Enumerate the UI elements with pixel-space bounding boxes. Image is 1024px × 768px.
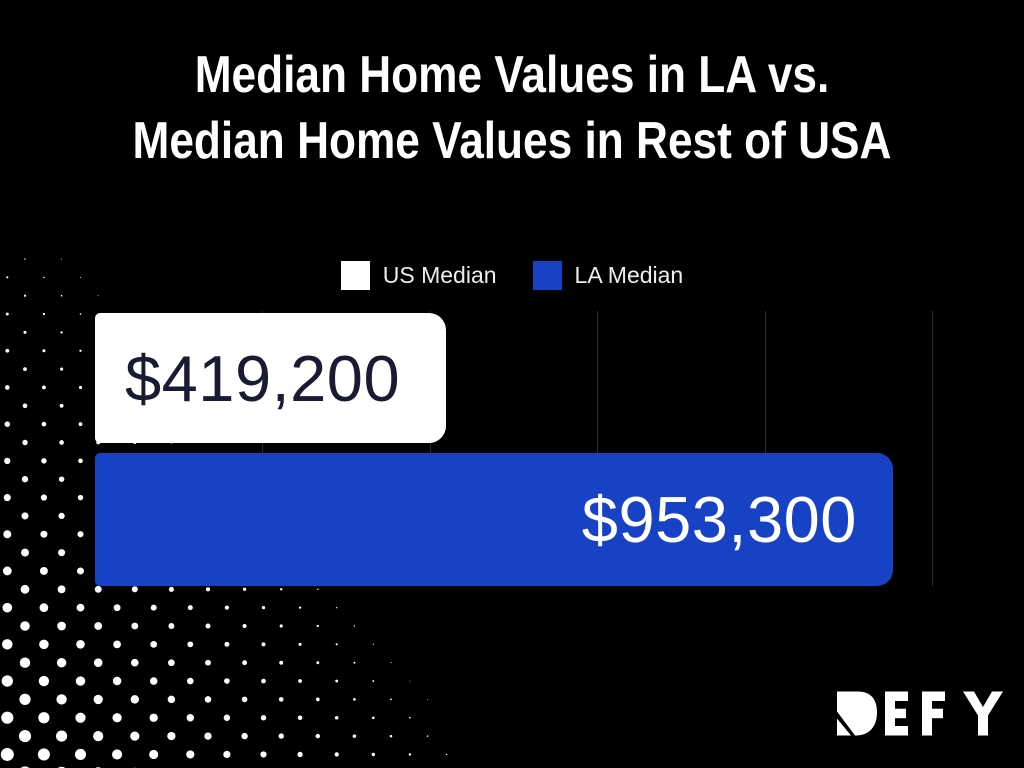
defy-logo [837, 691, 1003, 736]
chart-legend: US Median LA Median [0, 261, 1024, 290]
us-median-swatch-icon [340, 261, 370, 290]
us-median-bar: $419,200 [95, 313, 446, 443]
us-median-legend-label: US Median [382, 262, 497, 288]
la-median-swatch-icon [532, 261, 562, 290]
chart-title: Median Home Values in LA vs. Median Home… [0, 42, 1024, 174]
gridline [262, 311, 264, 586]
la-median-bar: $953,300 [95, 453, 893, 586]
defy-logo-letter-y [963, 691, 1003, 736]
gridline [764, 311, 766, 586]
us-median-value-label: $419,200 [125, 341, 401, 415]
bar-chart-plot-area: $419,200 $953,300 [95, 311, 933, 586]
gridline [597, 311, 599, 586]
chart-title-line-2: Median Home Values in Rest of USA [132, 112, 892, 170]
la-median-legend-label: LA Median [574, 262, 684, 288]
legend-item-la-median: LA Median [532, 261, 684, 290]
legend-item-us-median: US Median [340, 261, 497, 290]
defy-logo-d-corner-icon [837, 718, 851, 736]
la-median-value-label: $953,300 [581, 483, 857, 556]
defy-logo-d-icon [837, 691, 877, 736]
defy-logo-letter-e [885, 691, 908, 736]
defy-logo-letter-f [922, 691, 945, 736]
chart-title-line-1: Median Home Values in LA vs. [194, 46, 830, 104]
gridline [932, 311, 933, 586]
gridline [429, 311, 431, 586]
